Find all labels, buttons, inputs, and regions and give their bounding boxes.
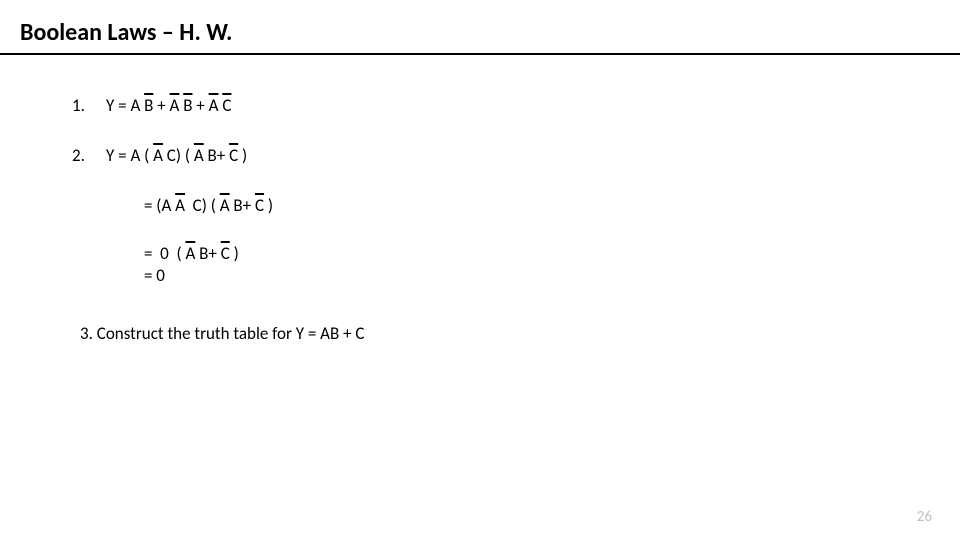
text: ): [238, 145, 247, 166]
item-2-expression: Y = A ( A C) ( A B+ C ): [106, 145, 247, 167]
text: +: [153, 95, 169, 116]
page-title: Boolean Laws – H. W.: [0, 0, 960, 53]
item-1-number: 1.: [72, 95, 106, 117]
item-2-steps: = (A A C) ( A B+ C ) = 0 ( A B+ C ) = 0: [72, 195, 960, 287]
overline-a: A: [194, 145, 204, 166]
text: = 0 (: [144, 243, 185, 264]
item-2-step1: = (A A C) ( A B+ C ): [144, 195, 960, 217]
text: B+: [195, 243, 220, 264]
item-2: 2. Y = A ( A C) ( A B+ C ): [72, 145, 960, 167]
item-1: 1. Y = A B + A B + A C: [72, 95, 960, 117]
text: C) (: [185, 195, 220, 216]
overline-c: C: [255, 195, 264, 216]
content-block: 1. Y = A B + A B + A C 2. Y = A ( A C) (…: [0, 55, 960, 346]
text: Y = A: [106, 95, 144, 116]
text: B+: [204, 145, 229, 166]
item-3: 3. Construct the truth table for Y = AB …: [40, 287, 960, 345]
overline-c: C: [222, 95, 231, 116]
item-2-step3: = 0: [144, 265, 960, 287]
text: ): [264, 195, 273, 216]
text: ): [230, 243, 239, 264]
item-2-number: 2.: [72, 145, 106, 167]
overline-c: C: [229, 145, 238, 166]
overline-a: A: [209, 95, 219, 116]
overline-a: A: [175, 195, 185, 216]
text: Y = A (: [106, 145, 153, 166]
text: B+: [230, 195, 255, 216]
page-number: 26: [917, 508, 932, 526]
item-1-expression: Y = A B + A B + A C: [106, 95, 231, 117]
overline-b: B: [144, 95, 153, 116]
text: C) (: [163, 145, 194, 166]
overline-a: A: [153, 145, 163, 166]
item-2-step2: = 0 ( A B+ C ): [144, 243, 960, 265]
text: = (A: [144, 195, 175, 216]
overline-a: A: [170, 95, 180, 116]
text: +: [192, 95, 208, 116]
overline-a: A: [185, 243, 195, 264]
overline-c: C: [221, 243, 230, 264]
overline-a: A: [220, 195, 230, 216]
